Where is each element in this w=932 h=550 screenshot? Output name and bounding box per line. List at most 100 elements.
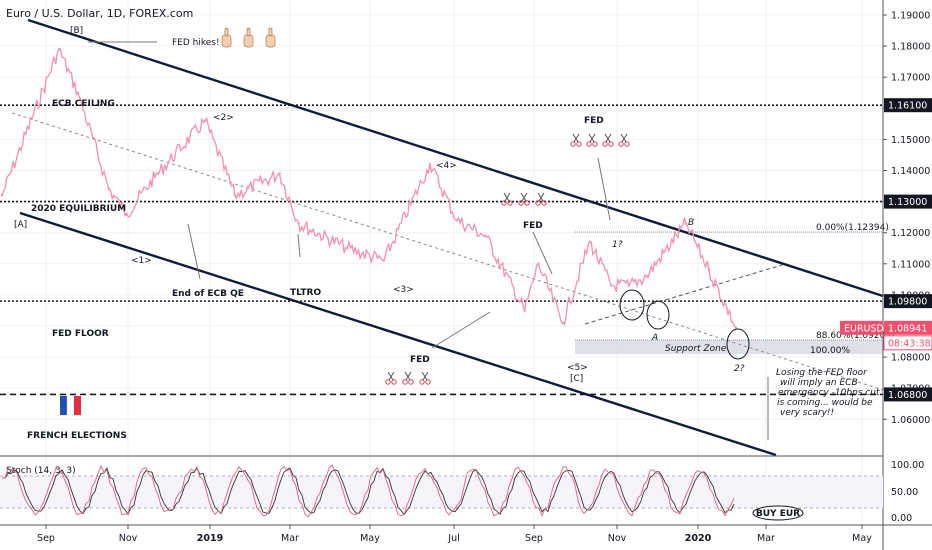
wave-label-B-major: [B] <box>70 26 83 36</box>
channel-lower-line <box>19 211 777 457</box>
price-point <box>707 268 711 272</box>
level-badge <box>884 194 932 209</box>
wave-label-5: <5> <box>567 363 588 373</box>
scissors-icon <box>586 133 598 147</box>
level-name-ecb-ceiling: ECB CEILING <box>52 99 115 109</box>
price-tick-label: 1.12000 <box>891 228 930 239</box>
wave-label-A-major: [A] <box>14 220 27 230</box>
price-point <box>428 163 432 166</box>
level-badge <box>884 387 932 402</box>
price-point <box>107 188 111 191</box>
svg-text:emergency -10bps cut: emergency -10bps cut <box>778 388 880 398</box>
stoch-series <box>1 464 735 518</box>
wave-label-4: <4> <box>436 161 457 171</box>
time-tick-label: Mar <box>757 533 775 544</box>
countdown-label: 08:43:38 <box>888 338 931 349</box>
scissors-icon <box>402 371 414 385</box>
price-tick-label: 1.08000 <box>891 353 930 364</box>
scissors-icon <box>385 371 397 385</box>
tltro-label: TLTRO <box>290 288 321 298</box>
svg-text:Losing the FED floor: Losing the FED floor <box>776 368 868 378</box>
level-badge-label: 1.06800 <box>888 390 927 401</box>
stoch-tick-50: 50.00 <box>891 487 918 498</box>
svg-text:is coming... would be: is coming... would be <box>777 398 873 408</box>
time-tick-label: May <box>360 533 380 544</box>
price-tick-label: 1.18000 <box>891 42 930 53</box>
time-tick-label: Sep <box>525 533 543 544</box>
time-tick-label: Jul <box>447 533 459 544</box>
time-tick-label: 2019 <box>197 533 223 544</box>
wave-trendline <box>584 264 783 325</box>
price-tick-label: 1.17000 <box>891 73 930 84</box>
fed-label-bottom: FED <box>410 355 430 365</box>
last-price-badge <box>884 320 932 335</box>
channel-upper-line <box>27 18 884 298</box>
level-badge <box>884 294 932 309</box>
end-ecb-qe-label: End of ECB QE <box>172 289 244 299</box>
stoch-tick-0: 0.00 <box>891 513 912 524</box>
circle-marker-2 <box>646 300 670 330</box>
buy-eur-label: BUY EUR <box>756 509 800 519</box>
level-name-fed-floor: FED FLOOR <box>52 329 109 339</box>
wave-label-2: <2> <box>213 113 234 123</box>
fed-label-top: FED <box>584 116 604 126</box>
time-tick-label: Nov <box>119 533 138 544</box>
circle-marker-3 <box>726 328 750 360</box>
price-point <box>523 309 526 312</box>
level-badge-label: 1.09800 <box>888 297 927 308</box>
price-point <box>627 284 631 287</box>
price-point <box>484 234 487 237</box>
wave-label-C-major: [C] <box>570 374 583 384</box>
level-name-french-elections: FRENCH ELECTIONS <box>27 431 127 441</box>
scissors-icon <box>419 371 431 385</box>
symbol-badge <box>840 320 883 335</box>
wave-label-A-minor: A <box>651 333 658 343</box>
svg-text:very scary!!: very scary!! <box>780 408 834 418</box>
time-tick-label: Nov <box>608 533 627 544</box>
price-point <box>0 194 4 197</box>
level-badge-label: 1.16100 <box>888 101 927 112</box>
scissors-icon <box>501 192 513 206</box>
fib-label-100: 100.00% <box>810 346 850 356</box>
price-point <box>125 212 128 216</box>
price-line <box>1 48 737 329</box>
price-point <box>76 91 80 94</box>
levels <box>0 104 883 396</box>
hand-icons <box>221 27 276 48</box>
price-point <box>278 172 281 175</box>
price-point <box>684 222 688 225</box>
price-point <box>346 247 349 250</box>
price-point <box>537 262 540 265</box>
price-tick-label: 1.19000 <box>891 11 930 22</box>
stoch-d-line <box>1 467 735 516</box>
fed-label-mid: FED <box>523 221 543 231</box>
price-point <box>610 284 613 287</box>
stoch-tick-100: 100.00 <box>891 460 924 471</box>
price-point <box>455 219 459 222</box>
fib-label-886: 88.60%(1.09203) <box>816 331 895 341</box>
countdown-badge <box>883 335 932 351</box>
circle-marker-1 <box>619 289 645 321</box>
wave-label-2q: 2? <box>734 364 745 374</box>
price-tick-label: 1.14000 <box>891 166 930 177</box>
grid <box>0 0 883 525</box>
price-point <box>588 240 591 244</box>
price-tick-label: 1.15000 <box>891 135 930 146</box>
fib-label-0: 0.00%(1.12394) <box>816 223 889 233</box>
scissors-icon <box>570 133 582 147</box>
price-tick-label: 1.06000 <box>891 415 930 426</box>
wave-label-3: <3> <box>393 285 414 295</box>
stoch-k-line <box>1 464 735 518</box>
level-badge-label: 1.13000 <box>888 197 927 208</box>
price-point <box>561 321 564 325</box>
price-series <box>0 48 738 330</box>
fed-hikes-label: FED hikes! <box>172 38 220 48</box>
price-tick-label: 1.11000 <box>891 259 930 270</box>
level-badge <box>884 98 932 113</box>
svg-text:will imply an ECB: will imply an ECB <box>780 378 858 388</box>
price-point <box>645 275 648 278</box>
scissors-icon <box>535 192 547 206</box>
chart-title: Euro / U.S. Dollar, 1D, FOREX.com <box>6 7 193 20</box>
price-point <box>203 119 207 122</box>
